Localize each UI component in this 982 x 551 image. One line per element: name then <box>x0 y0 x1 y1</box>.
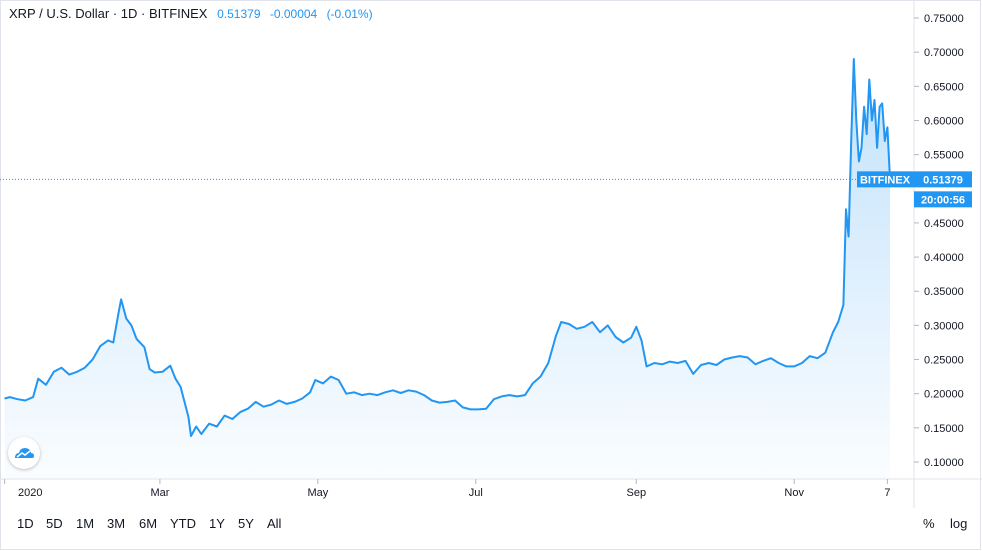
tradingview-cloud-icon <box>15 448 34 458</box>
price-tag: BITFINEX 0.51379 20:00:56 <box>857 171 972 208</box>
x-tick-label: Nov <box>784 487 804 499</box>
range-button-all[interactable]: All <box>267 516 282 531</box>
y-tick-label: 0.55000 <box>924 150 964 162</box>
percent-scale-button[interactable]: % <box>923 516 935 531</box>
time-axis[interactable]: 2020 Mar May Jul Sep Nov 7 <box>4 479 891 499</box>
price-tag-exchange-box <box>857 171 914 188</box>
series-area-fill <box>4 59 891 479</box>
symbol-name[interactable]: XRP / U.S. Dollar <box>9 6 110 21</box>
bottom-toolbar: 1D 5D 1M 3M 6M YTD 1Y 5Y All % log <box>0 508 982 540</box>
countdown-box <box>914 191 972 208</box>
y-tick-label: 0.20000 <box>924 389 964 401</box>
range-button-3m[interactable]: 3M <box>107 516 126 531</box>
y-tick-label: 0.15000 <box>924 423 964 435</box>
x-tick-label: Jul <box>469 487 483 499</box>
legend-dot-2: · <box>141 6 149 21</box>
x-tick-label: Mar <box>150 487 169 499</box>
range-button-5d[interactable]: 5D <box>46 516 63 531</box>
price-tag-exchange: BITFINEX <box>860 174 911 186</box>
range-button-5y[interactable]: 5Y <box>238 516 254 531</box>
last-price: 0.51379 <box>217 7 261 21</box>
price-tag-value-box <box>914 171 972 188</box>
y-tick-label: 0.40000 <box>924 252 964 264</box>
range-button-ytd[interactable]: YTD <box>170 516 196 531</box>
y-tick-label: 0.45000 <box>924 218 964 230</box>
range-button-1d[interactable]: 1D <box>17 516 34 531</box>
price-chart[interactable]: 0.10000 0.15000 0.20000 0.25000 0.30000 0.350… <box>0 0 982 508</box>
price-change-percent: (-0.01%) <box>326 7 373 21</box>
interval-label[interactable]: 1D <box>120 6 138 21</box>
price-change: -0.00004 <box>269 7 318 21</box>
symbol-legend: XRP / U.S. Dollar · 1D · BITFINEX 0.5137… <box>9 6 379 21</box>
price-tag-value: 0.51379 <box>923 174 963 186</box>
y-tick-label: 0.70000 <box>924 47 964 59</box>
range-button-1y[interactable]: 1Y <box>209 516 225 531</box>
series-line <box>4 58 891 437</box>
y-tick-label: 0.35000 <box>924 286 964 298</box>
log-scale-button[interactable]: log <box>950 516 968 531</box>
y-tick-label: 0.30000 <box>924 320 964 332</box>
price-axis[interactable]: 0.10000 0.15000 0.20000 0.25000 0.30000 0.350… <box>914 13 964 469</box>
range-button-6m[interactable]: 6M <box>139 516 158 531</box>
range-button-1m[interactable]: 1M <box>76 516 95 531</box>
y-tick-label: 0.75000 <box>924 13 964 25</box>
y-tick-label: 0.65000 <box>924 81 964 93</box>
countdown-label: 20:00:56 <box>921 194 965 206</box>
x-tick-label: 7 <box>884 487 890 499</box>
legend-dot-1: · <box>112 6 121 21</box>
y-tick-label: 0.60000 <box>924 115 964 127</box>
x-tick-label: 2020 <box>18 487 42 499</box>
x-tick-label: May <box>307 487 328 499</box>
y-tick-label: 0.10000 <box>924 457 964 469</box>
tradingview-logo[interactable] <box>8 437 40 469</box>
x-tick-label: Sep <box>626 487 646 499</box>
y-tick-label: 0.25000 <box>924 355 964 367</box>
exchange-label: BITFINEX <box>148 6 208 21</box>
